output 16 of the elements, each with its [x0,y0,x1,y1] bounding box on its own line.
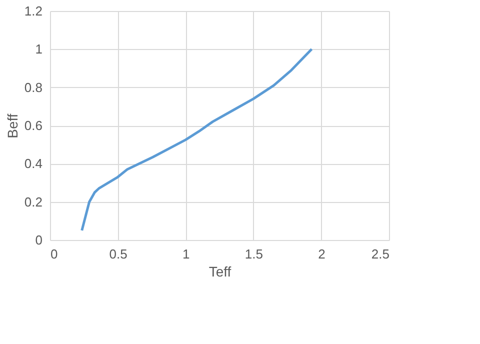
y-tick-label: 0.8 [24,80,42,95]
y-tick-label: 0 [35,232,42,248]
x-tick-label: 1.5 [244,246,263,262]
x-tick-label: 0 [50,246,58,262]
y-tick-label: 0.4 [24,156,42,172]
y-tick-label: 0.2 [24,194,42,210]
x-axis-title: Teff [208,264,232,280]
line-series [80,48,313,232]
y-axis-title: Beff [4,114,20,138]
x-tick-label: 2.5 [371,246,390,262]
x-tick-label: 2 [318,246,326,262]
y-tick-label: 0.6 [24,118,42,133]
y-tick-label: 1 [35,42,42,57]
x-tick-label: 1 [182,246,190,262]
x-tick-label: 0.5 [109,246,128,262]
y-tick-label: 1.2 [24,4,42,18]
